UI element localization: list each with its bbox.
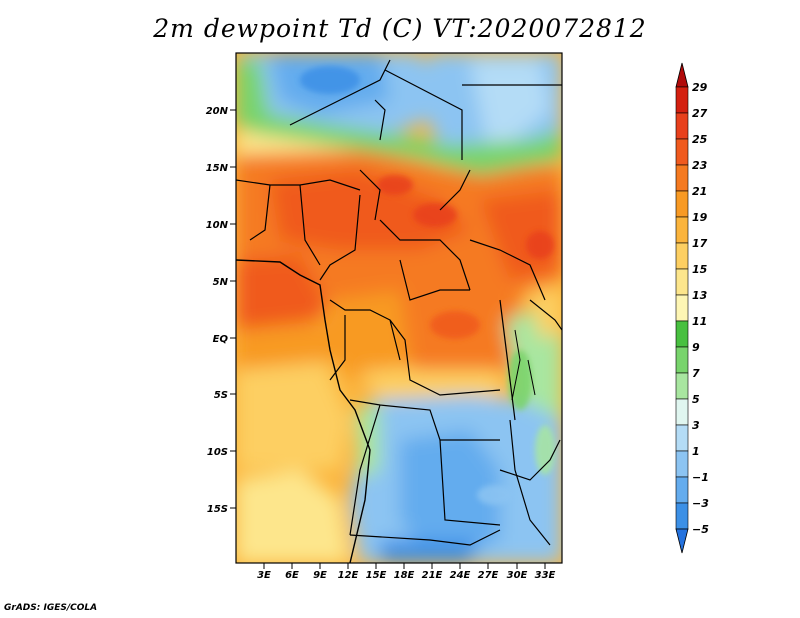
lon-label-21E: 21E — [422, 570, 443, 581]
colorbar-segment — [675, 372, 689, 400]
colorbar-label: 15 — [692, 263, 708, 276]
colorbar-label: 19 — [692, 211, 708, 224]
lat-tick-5N: 5N — [213, 277, 236, 288]
lon-label-9E: 9E — [313, 570, 327, 581]
colorbar-arrow-bottom — [675, 528, 689, 554]
map-frame — [235, 52, 563, 564]
lat-tick-EQ: EQ — [213, 334, 236, 345]
lon-label-15E: 15E — [366, 570, 387, 581]
lat-label-5N: 5N — [213, 277, 229, 288]
lat-tick-10N: 10N — [206, 220, 236, 231]
colorbar-label: −1 — [692, 471, 709, 484]
colorbar-segment — [675, 502, 689, 530]
colorbar-segment — [675, 112, 689, 140]
lat-label-20N: 20N — [206, 106, 229, 117]
colorbar-label: −3 — [692, 497, 709, 510]
lon-axis: 3E 6E 9E 12E 15E 18E 21E 24E 27E 30E 33E — [257, 563, 556, 581]
colorbar-segment — [675, 242, 689, 270]
lat-tick-10S: 10S — [207, 447, 236, 458]
colorbar-segment — [675, 164, 689, 192]
colorbar-label: 3 — [692, 419, 700, 432]
lat-tick-15S: 15S — [207, 504, 236, 515]
colorbar-segment — [675, 346, 689, 374]
lat-label-10S: 10S — [207, 447, 228, 458]
colorbar-label: 13 — [692, 289, 708, 302]
lat-tick-15N: 15N — [206, 163, 236, 174]
colorbar-segment — [675, 86, 689, 114]
colorbar-segment — [675, 450, 689, 478]
colorbar: 29 27 25 23 21 19 17 15 13 11 9 7 5 3 1 −1 −3 −5 — [675, 62, 709, 554]
colorbar-label: 17 — [692, 237, 708, 250]
colorbar-segment — [675, 398, 689, 426]
lon-label-3E: 3E — [257, 570, 271, 581]
lon-label-12E: 12E — [338, 570, 359, 581]
colorbar-segment — [675, 190, 689, 218]
lat-label-EQ: EQ — [213, 334, 229, 345]
lat-tick-20N: 20N — [206, 106, 236, 117]
colorbar-label: 23 — [692, 159, 708, 172]
colorbar-label: 1 — [692, 445, 700, 458]
colorbar-segment — [675, 294, 689, 322]
colorbar-label: 7 — [692, 367, 700, 380]
colorbar-label: −5 — [692, 523, 709, 536]
lat-label-10N: 10N — [206, 220, 229, 231]
lon-label-27E: 27E — [478, 570, 499, 581]
lon-label-30E: 30E — [507, 570, 528, 581]
colorbar-label: 21 — [692, 185, 707, 198]
colorbar-segment — [675, 268, 689, 296]
lat-label-5S: 5S — [214, 390, 228, 401]
grads-credit: GrADS: IGES/COLA — [4, 603, 98, 613]
colorbar-label: 27 — [692, 107, 708, 120]
colorbar-segment — [675, 424, 689, 452]
colorbar-segment — [675, 216, 689, 244]
lon-label-24E: 24E — [450, 570, 471, 581]
lat-axis: 20N 15N 10N 5N EQ 5S 10S 15S — [206, 106, 236, 515]
lon-label-6E: 6E — [285, 570, 299, 581]
colorbar-arrow-top — [675, 62, 689, 88]
colorbar-segment — [675, 476, 689, 504]
lat-label-15S: 15S — [207, 504, 228, 515]
country-borders — [236, 59, 562, 563]
map-title: 2m dewpoint Td (C) VT:2020072812 — [153, 14, 647, 43]
dewpoint-field — [236, 53, 562, 563]
colorbar-label: 11 — [692, 315, 707, 328]
lon-label-33E: 33E — [535, 570, 556, 581]
colorbar-label: 25 — [692, 133, 708, 146]
lon-label-18E: 18E — [394, 570, 415, 581]
colorbar-segment — [675, 320, 689, 348]
lat-tick-5S: 5S — [214, 390, 236, 401]
colorbar-segment — [675, 138, 689, 166]
colorbar-label: 29 — [692, 81, 708, 94]
colorbar-label: 5 — [692, 393, 700, 406]
lat-label-15N: 15N — [206, 163, 229, 174]
colorbar-label: 9 — [692, 341, 700, 354]
